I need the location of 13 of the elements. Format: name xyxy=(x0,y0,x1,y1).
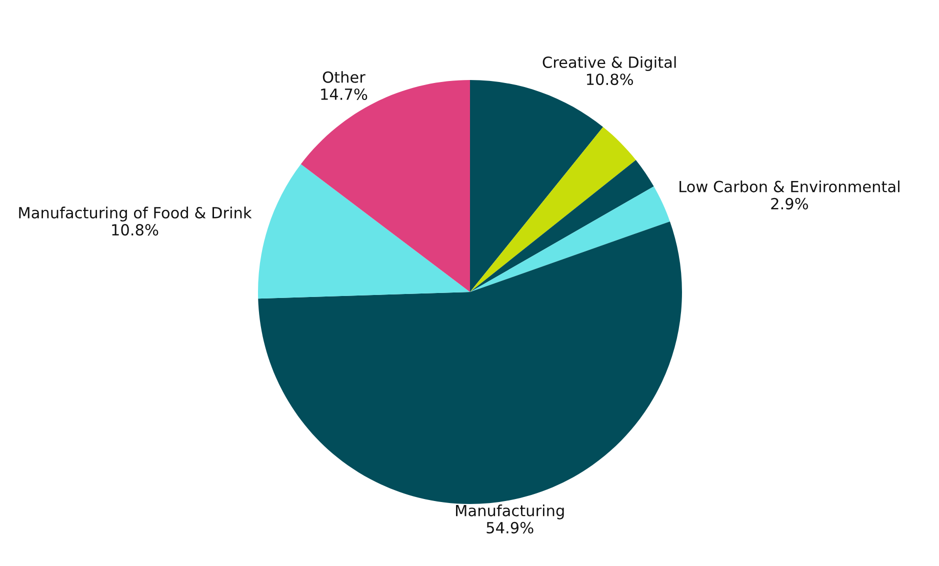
data-label: 10.8% xyxy=(586,74,633,86)
pie-slice xyxy=(258,164,470,299)
data-label: 2.9% xyxy=(771,198,808,210)
slice-label: Manufacturing of Food & Drink xyxy=(19,206,252,222)
slice-label: Creative & Digital xyxy=(542,56,676,71)
slice-label: Manufacturing xyxy=(456,504,564,520)
pie-slice xyxy=(470,186,670,292)
data-label: 14.7% xyxy=(321,88,368,100)
pie-slice xyxy=(470,126,636,292)
slice-label: Other xyxy=(322,71,366,83)
slice-label: Low Carbon & Environmental xyxy=(680,180,900,192)
data-label: 10.8% xyxy=(112,224,158,236)
data-label: 54.9% xyxy=(486,522,534,534)
